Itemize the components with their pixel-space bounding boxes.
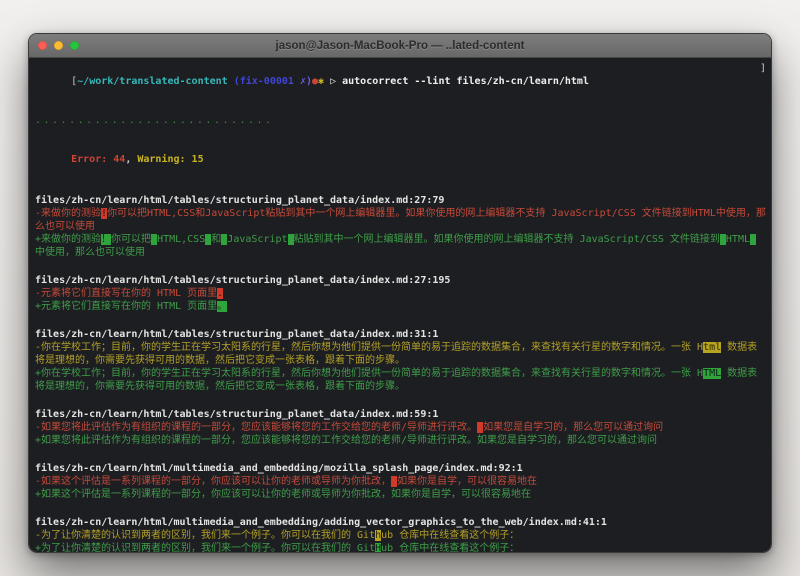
diff-highlight	[719, 234, 726, 245]
diff-highlight: H	[375, 543, 382, 553]
diff-block: files/zh-cn/learn/html/multimedia_and_em…	[35, 516, 766, 553]
terminal-window: jason@Jason-MacBook-Pro — ..lated-conten…	[28, 33, 772, 553]
diff-line-added: +你在学校工作；目前，你的学生正在学习太阳系的行星，然后你想为他们提供一份简单的…	[35, 368, 758, 392]
prompt-cwd: ~/work/translated-content	[77, 76, 228, 87]
prompt-bracket-left: [	[71, 76, 78, 87]
diff-block: files/zh-cn/learn/html/tables/structurin…	[35, 194, 766, 259]
diff-line-added: +如果您将此评估作为有组织的课程的一部分，您应该能够将您的工作交给您的老师/导师…	[35, 435, 658, 446]
warning-count: Warning: 15	[137, 154, 204, 165]
diff-highlight	[750, 234, 757, 245]
git-stash-star-icon: ✱	[318, 76, 325, 87]
progress-dots: ............................	[35, 115, 274, 126]
git-branch: (fix-00001	[233, 76, 294, 87]
git-dirty-flag: ✗)	[293, 76, 312, 87]
diff-line-added: +来做你的测验！你可以把 HTML,CSS 和 JavaScript 粘贴到其中…	[35, 233, 766, 259]
zoom-button-icon[interactable]	[70, 41, 79, 50]
command-text: autocorrect --lint files/zh-cn/learn/htm…	[342, 76, 589, 87]
file-location: files/zh-cn/learn/html/multimedia_and_em…	[35, 463, 523, 474]
terminal-screen[interactable]: [~/work/translated-content (fix-00001 ✗)…	[29, 58, 771, 553]
diff-highlight: .	[217, 288, 224, 299]
shell-prompt: [~/work/translated-content (fix-00001 ✗)…	[35, 62, 766, 114]
diff-line-added: +如果这个评估是一系列课程的一部分，你应该可以让你的老师或导师为你批改，如果你是…	[35, 489, 532, 500]
file-location: files/zh-cn/learn/html/multimedia_and_em…	[35, 517, 607, 528]
diff-block: files/zh-cn/learn/html/tables/structurin…	[35, 328, 766, 393]
file-location: files/zh-cn/learn/html/tables/structurin…	[35, 329, 439, 340]
file-location: files/zh-cn/learn/html/tables/structurin…	[35, 409, 439, 420]
diff-highlight: 。	[217, 301, 228, 312]
diff-block: files/zh-cn/learn/html/tables/structurin…	[35, 408, 766, 447]
diff-line-removed: -为了让你清楚的认识到两者的区别，我们来一个例子。你可以在我们的 Github …	[35, 530, 520, 541]
diff-output: files/zh-cn/learn/html/tables/structurin…	[35, 194, 766, 553]
error-count: Error: 44	[71, 154, 126, 165]
title-bar[interactable]: jason@Jason-MacBook-Pro — ..lated-conten…	[29, 34, 771, 58]
close-button-icon[interactable]	[38, 41, 47, 50]
window-title: jason@Jason-MacBook-Pro — ..lated-conten…	[275, 39, 525, 52]
file-location: files/zh-cn/learn/html/tables/structurin…	[35, 275, 451, 286]
diff-line-removed: -你在学校工作；目前，你的学生正在学习太阳系的行星，然后你想为他们提供一份简单的…	[35, 342, 758, 366]
file-location: files/zh-cn/learn/html/tables/structurin…	[35, 195, 445, 206]
diff-highlight	[205, 234, 212, 245]
diff-highlight	[477, 422, 484, 433]
diff-line-added: +为了让你清楚的认识到两者的区别，我们来一个例子。你可以在我们的 GitHub …	[35, 543, 520, 553]
diff-line-removed: -来做你的测验!你可以把HTML,CSS和JavaScript粘贴到其中一个网上…	[35, 208, 766, 232]
diff-line-added: +元素将它们直接写在你的 HTML 页面里。	[35, 301, 228, 312]
diff-highlight	[151, 234, 158, 245]
diff-highlight	[287, 234, 294, 245]
diff-highlight	[391, 476, 398, 487]
diff-highlight	[221, 234, 228, 245]
prompt-arrow-icon: ▷	[324, 76, 343, 87]
prompt-bracket-right: ]	[759, 63, 766, 74]
traffic-lights	[38, 34, 79, 57]
diff-highlight: h	[375, 530, 382, 541]
git-status-dot-icon: ●	[311, 76, 319, 87]
summary-separator: ,	[125, 154, 138, 165]
diff-highlight: TML	[703, 368, 722, 379]
diff-highlight: tml	[703, 342, 722, 353]
diff-block: files/zh-cn/learn/html/multimedia_and_em…	[35, 462, 766, 501]
diff-line-removed: -如果这个评估是一系列课程的一部分，你应该可以让你的老师或导师为你批改， 如果你…	[35, 476, 538, 487]
diff-block: files/zh-cn/learn/html/tables/structurin…	[35, 274, 766, 313]
diff-highlight: ！	[101, 234, 112, 245]
diff-line-removed: -元素将它们直接写在你的 HTML 页面里.	[35, 288, 224, 299]
diff-highlight: !	[101, 208, 108, 219]
minimize-button-icon[interactable]	[54, 41, 63, 50]
diff-line-removed: -如果您将此评估作为有组织的课程的一部分，您应该能够将您的工作交给您的老师/导师…	[35, 422, 664, 433]
lint-summary: Error: 44, Warning: 15	[35, 140, 766, 179]
